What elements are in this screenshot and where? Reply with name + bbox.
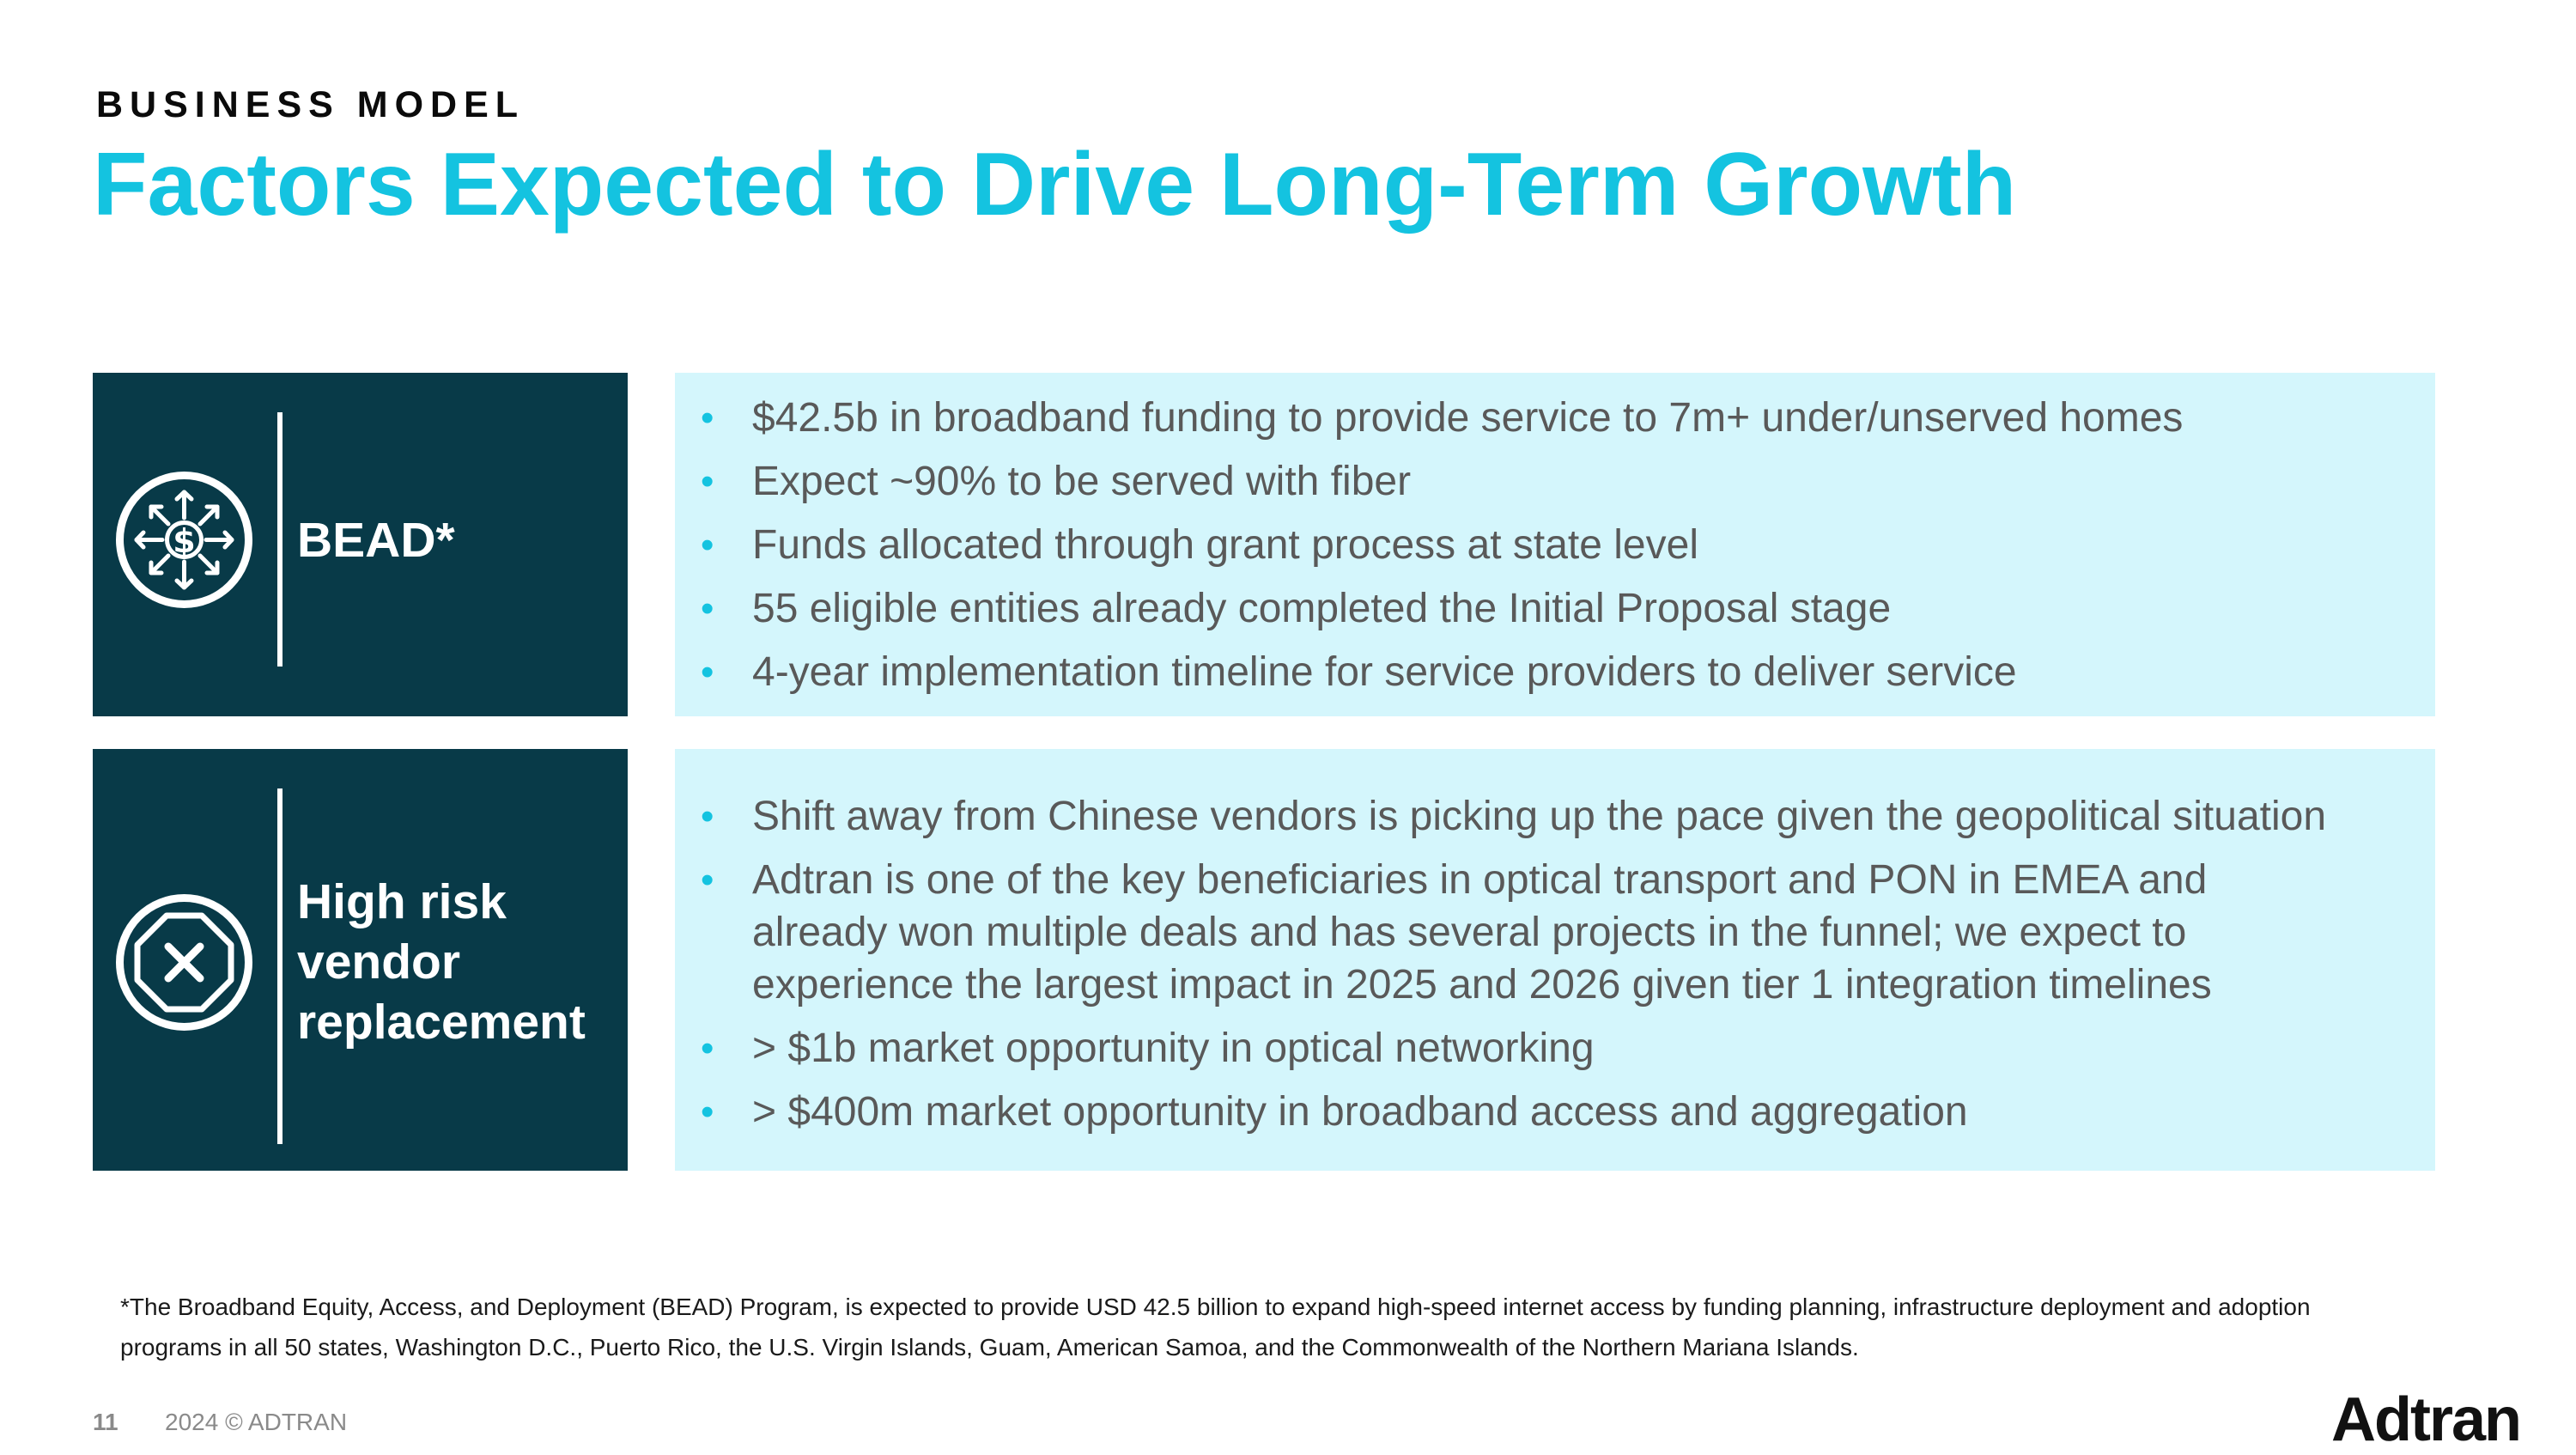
list-item: 55 eligible entities already completed t… (675, 582, 2183, 635)
vendor-label-line: High risk (297, 874, 507, 929)
list-item: Funds allocated through grant process at… (675, 519, 2183, 571)
list-item-line: already won multiple deals and has sever… (752, 910, 2187, 955)
vendor-label-line: replacement (297, 995, 586, 1050)
list-item: > $1b market opportunity in optical netw… (675, 1022, 2326, 1075)
list-item: Adtran is one of the key beneficiaries i… (675, 854, 2326, 1011)
list-item: Expect ~90% to be served with fiber (675, 455, 2183, 508)
list-item: Shift away from Chinese vendors is picki… (675, 790, 2326, 843)
footnote: *The Broadband Equity, Access, and Deplo… (120, 1287, 2473, 1367)
copyright: 2024 © ADTRAN (165, 1409, 348, 1435)
money-arrows-icon: $ (113, 469, 255, 611)
bead-panel: $ BEAD* (93, 373, 628, 716)
section-eyebrow: BUSINESS MODEL (96, 84, 526, 125)
vendor-details-panel: Shift away from Chinese vendors is picki… (675, 749, 2435, 1171)
svg-text:$: $ (173, 522, 195, 560)
bead-details-panel: $42.5b in broadband funding to provide s… (675, 373, 2435, 716)
vendor-bullet-list: Shift away from Chinese vendors is picki… (675, 790, 2326, 1149)
adtran-logo: Adtran (2331, 1385, 2522, 1454)
list-item-line: Adtran is one of the key beneficiaries i… (752, 857, 2208, 903)
list-item: > $400m market opportunity in broadband … (675, 1086, 2326, 1138)
octagon-x-icon (113, 892, 255, 1033)
bead-label-line: BEAD* (297, 513, 455, 568)
vendor-label-line: vendor (297, 934, 461, 989)
list-item: 4-year implementation timeline for servi… (675, 646, 2183, 698)
bead-label: BEAD* (297, 510, 455, 570)
bead-divider (277, 412, 283, 667)
footnote-line: *The Broadband Equity, Access, and Deplo… (120, 1294, 2311, 1320)
page-number: 11 (93, 1409, 118, 1435)
page-title: Factors Expected to Drive Long-Term Grow… (93, 135, 2017, 234)
vendor-replacement-panel: High risk vendor replacement (93, 749, 628, 1171)
list-item-line: experience the largest impact in 2025 an… (752, 962, 2212, 1008)
footnote-line: programs in all 50 states, Washington D.… (120, 1334, 1859, 1361)
bead-bullet-list: $42.5b in broadband funding to provide s… (675, 392, 2183, 709)
vendor-label: High risk vendor replacement (297, 872, 586, 1052)
list-item: $42.5b in broadband funding to provide s… (675, 392, 2183, 444)
vendor-divider (277, 788, 283, 1144)
